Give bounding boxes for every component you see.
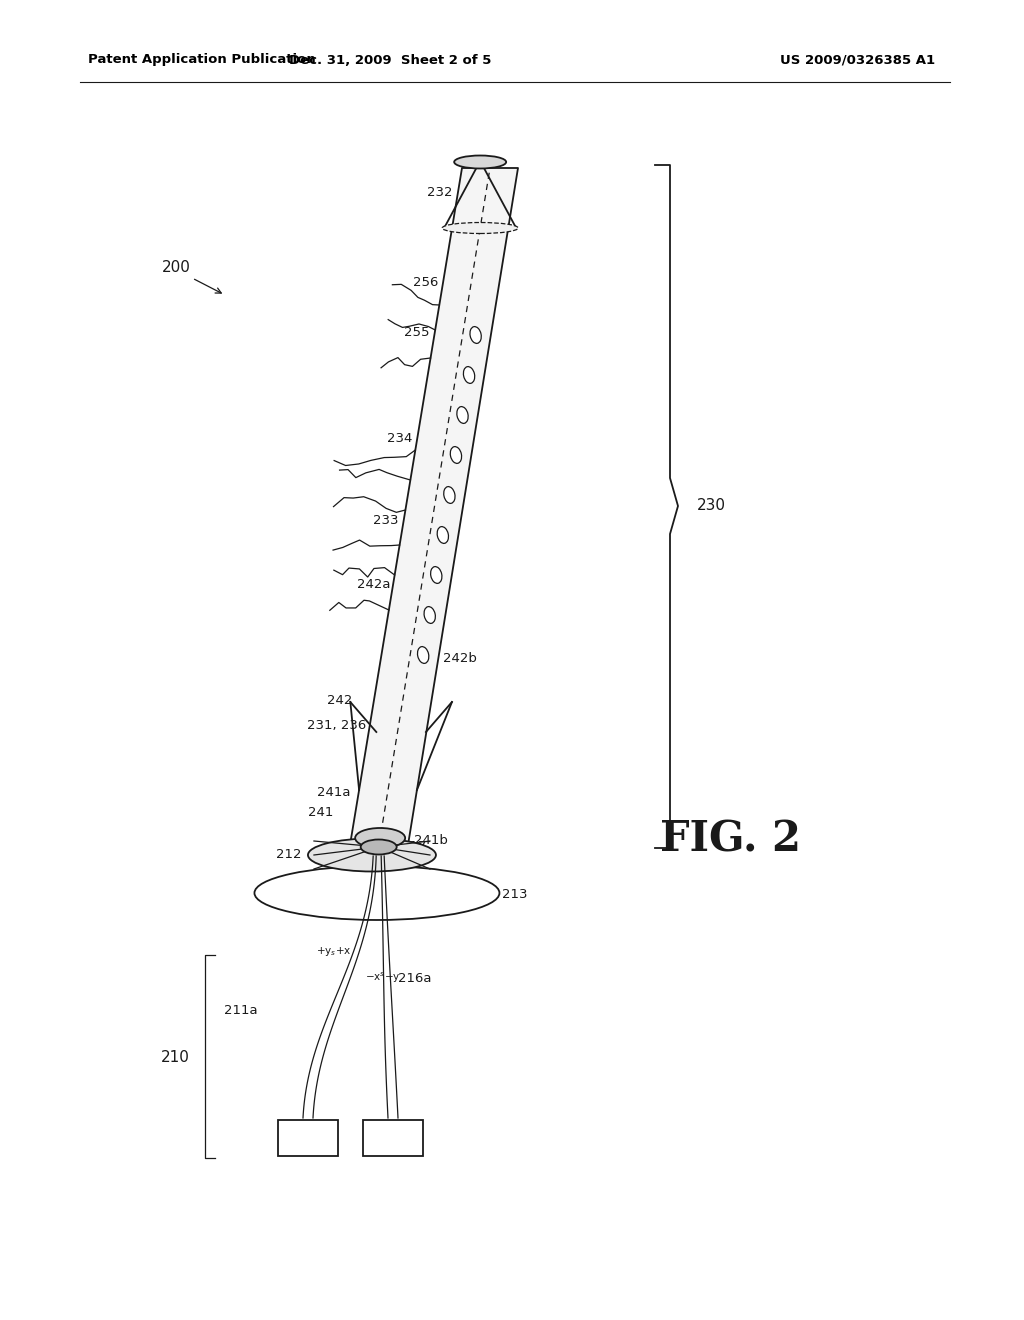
Text: 216a: 216a — [398, 972, 431, 985]
FancyBboxPatch shape — [278, 1119, 338, 1156]
Text: Patent Application Publication: Patent Application Publication — [88, 54, 315, 66]
Ellipse shape — [437, 527, 449, 544]
Text: 234: 234 — [387, 432, 413, 445]
Text: 256: 256 — [413, 276, 438, 289]
Ellipse shape — [418, 647, 429, 664]
Ellipse shape — [457, 407, 468, 424]
Text: 216: 216 — [380, 1131, 406, 1144]
Text: 200: 200 — [162, 260, 190, 276]
Text: 255: 255 — [404, 326, 430, 339]
Ellipse shape — [431, 566, 442, 583]
Text: 213: 213 — [502, 888, 527, 902]
Ellipse shape — [464, 367, 475, 383]
Text: $-$x$^s$$-$y: $-$x$^s$$-$y — [365, 970, 400, 985]
FancyBboxPatch shape — [362, 1119, 423, 1156]
Ellipse shape — [455, 156, 506, 169]
Text: 231, 236: 231, 236 — [307, 718, 366, 731]
Text: 233: 233 — [374, 513, 398, 527]
Text: 217: 217 — [400, 841, 426, 854]
Text: 242a: 242a — [356, 578, 390, 591]
Text: 232: 232 — [427, 186, 453, 198]
Text: US 2009/0326385 A1: US 2009/0326385 A1 — [780, 54, 935, 66]
Ellipse shape — [360, 840, 396, 854]
Text: 242: 242 — [327, 693, 352, 706]
Ellipse shape — [443, 487, 455, 503]
Text: 242b: 242b — [443, 652, 477, 664]
Text: 241a: 241a — [317, 787, 350, 800]
Text: 241b: 241b — [414, 833, 447, 846]
Ellipse shape — [442, 223, 518, 234]
Ellipse shape — [254, 866, 500, 920]
Ellipse shape — [470, 326, 481, 343]
Text: 210: 210 — [161, 1051, 190, 1065]
Text: 230: 230 — [697, 499, 726, 513]
Text: 211a: 211a — [224, 1003, 258, 1016]
Ellipse shape — [308, 838, 436, 871]
Text: 212: 212 — [276, 849, 302, 862]
Text: Dec. 31, 2009  Sheet 2 of 5: Dec. 31, 2009 Sheet 2 of 5 — [289, 54, 492, 66]
Text: +y$_s$+x: +y$_s$+x — [316, 945, 351, 958]
Ellipse shape — [355, 828, 406, 847]
Ellipse shape — [424, 607, 435, 623]
Text: 241: 241 — [307, 805, 333, 818]
Ellipse shape — [451, 446, 462, 463]
Polygon shape — [350, 168, 518, 845]
Text: FIG. 2: FIG. 2 — [659, 818, 801, 861]
Text: 211: 211 — [295, 1131, 321, 1144]
